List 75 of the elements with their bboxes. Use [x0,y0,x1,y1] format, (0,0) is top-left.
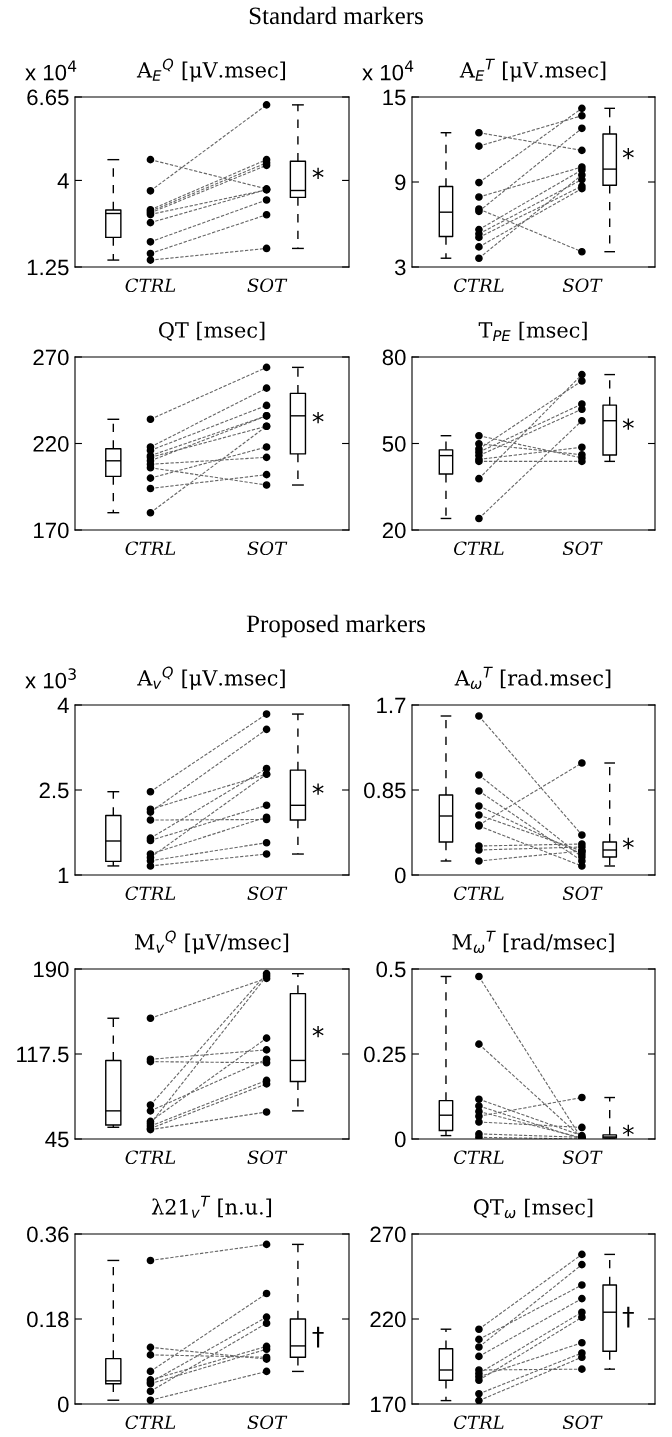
chart-title: M$_{v}$$^{Q}$ [μV/msec] [135,930,289,954]
y-tick-label: 6.65 [27,89,69,106]
annotation: † [622,1306,634,1328]
annotation: † [312,1326,324,1348]
annotation: * [312,1025,324,1038]
y-tick-label: 15 [383,89,406,106]
y-tick-label: 0 [57,1396,69,1413]
x-tick-label: CTRL [454,1415,504,1430]
y-tick-label: 270 [370,1226,406,1243]
x-tick-label: CTRL [454,541,504,556]
x-tick-label: SOT [562,886,603,901]
y-tick-label: 0 [394,867,406,884]
x-tick-label: SOT [247,541,288,556]
y-tick-label: 0 [394,1131,406,1148]
annotation: * [622,837,634,850]
chart-subtitle: Proposed markers [246,614,425,638]
y-tick-label: 3 [394,259,406,276]
y-tick-label: 0.85 [364,782,406,799]
chart-title: A$_{v}$$^{Q}$ [μV.msec] [137,666,285,690]
y-tick-label: 1.7 [377,697,406,714]
y-tick-label: 220 [370,1311,406,1328]
y-tick-label: 270 [33,349,69,366]
chart-title: A$_{E}$$^{T}$ [μV.msec] [459,58,606,82]
x-tick-label: SOT [562,541,603,556]
chart-title: A$_{E}$$^{Q}$ [μV.msec] [136,58,286,82]
annotation: * [312,167,324,180]
annotation: * [312,783,324,795]
x-tick-label: SOT [247,886,288,901]
y-tick-label: 9 [395,174,406,191]
chart-title: QT$_{ω}$ [msec] [473,1198,593,1219]
y-tick-label: 4 [57,697,69,714]
y-tick-label: 1.25 [27,259,69,276]
x-tick-label: CTRL [125,886,176,901]
y-tick-label: 0.25 [364,1046,406,1063]
y-tick-label: 170 [371,1396,406,1413]
x-tick-label: SOT [247,1150,288,1165]
y-tick-label: 20 [382,522,406,539]
x-tick-label: CTRL [454,1150,504,1165]
x-tick-label: CTRL [454,278,504,293]
y-tick-label: 1 [58,867,69,884]
y-axis-title: x 10$^{4}$ [362,60,414,81]
chart-title: λ21$_{v}$$^{T}$ [n.u.] [151,1195,272,1218]
annotation: * [622,418,634,430]
y-tick-label: 0.5 [376,961,406,978]
y-tick-label: 117.5 [17,1046,69,1063]
chart-title: QT [msec] [159,321,265,341]
x-tick-label: CTRL [125,278,176,293]
annotation: * [622,1124,634,1137]
y-tick-label: 45 [45,1131,69,1148]
y-axis-title: x 10$^{3}$ [25,668,76,689]
chart-title: M$_{ω}$$^{T}$ [rad/msec] [452,930,614,954]
y-axis-title: x 10$^{4}$ [25,60,77,81]
x-tick-label: SOT [247,1415,288,1430]
x-tick-label: CTRL [125,541,176,556]
annotation: * [622,147,634,160]
x-tick-label: SOT [562,278,603,293]
y-tick-label: 0.36 [27,1226,69,1243]
y-tick-label: 4 [57,173,69,189]
x-tick-label: CTRL [454,886,504,901]
y-tick-label: 170 [34,522,69,539]
annotation: * [312,411,324,424]
y-tick-label: 2.5 [39,782,69,799]
y-tick-label: 190 [34,961,69,978]
y-tick-label: 220 [33,436,69,452]
x-tick-label: CTRL [125,1415,176,1430]
x-tick-label: SOT [562,1415,603,1430]
chart-subtitle: Standard markers [249,6,423,25]
chart-title: A$_{ω}$$^{T}$ [rad.msec] [454,666,611,690]
chart-title: T$_{PE}$ [msec] [478,321,587,341]
y-tick-label: 0.18 [27,1311,69,1328]
x-tick-label: SOT [562,1150,603,1165]
x-tick-label: CTRL [125,1150,176,1165]
y-tick-label: 50 [382,436,406,452]
y-tick-label: 80 [382,349,406,366]
x-tick-label: SOT [247,278,288,293]
